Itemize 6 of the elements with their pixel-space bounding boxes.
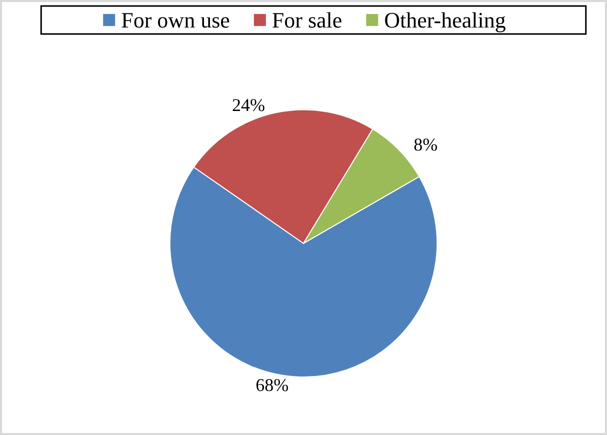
legend-label: For sale	[272, 8, 342, 32]
legend-label: For own use	[121, 8, 230, 32]
legend-label: Other-healing	[384, 8, 506, 32]
data-label: 68%	[256, 374, 289, 395]
data-label: 8%	[414, 134, 438, 154]
data-label: 24%	[232, 94, 266, 115]
